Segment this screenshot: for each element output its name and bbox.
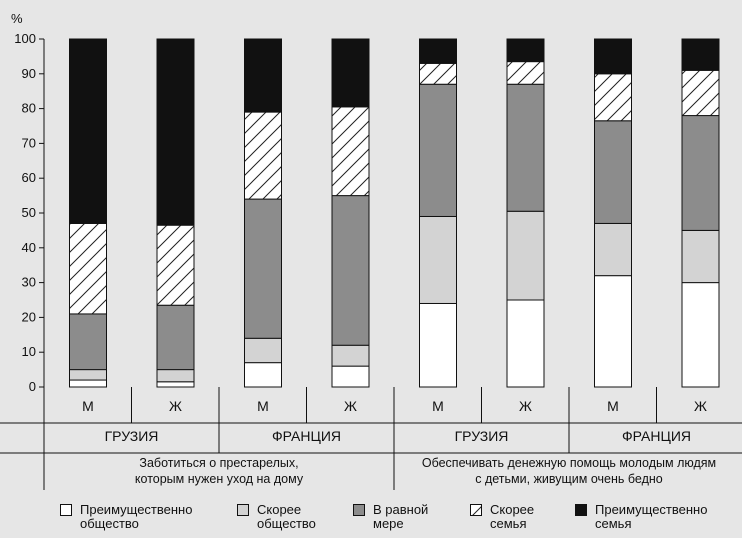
y-tick-label: 20	[22, 309, 36, 324]
bar-segment-3	[506, 61, 545, 85]
bar-segment-1	[594, 222, 632, 277]
bar-segment-0	[244, 362, 282, 388]
topic-label: Заботиться о престарелых,	[139, 456, 298, 470]
bar-segment-0	[681, 282, 720, 388]
bar-segment-4	[506, 38, 545, 63]
bar-segment-2	[156, 304, 195, 371]
swatch-family-mostly	[575, 504, 587, 516]
legend-label: Преимущественно общество	[80, 502, 193, 531]
x-tick-label: Ж	[694, 398, 707, 414]
bar-segment-0	[594, 275, 632, 388]
y-tick-label: 100	[14, 31, 36, 46]
topic-label: с детьми, живущим очень бедно	[475, 472, 663, 486]
country-label: ФРАНЦИЯ	[622, 428, 691, 444]
bar-segment-2	[244, 198, 282, 339]
topic-label: Обеспечивать денежную помощь молодым люд…	[422, 456, 716, 470]
bar-segment-2	[681, 115, 720, 231]
bar-segment-0	[156, 381, 195, 388]
category-table: М Ж М Ж М Ж М Ж ГРУЗИЯ ФРАНЦИЯ ГРУЗИЯ ФРАНЦИЯ Заботи…	[0, 387, 742, 490]
y-tick-label: 40	[22, 240, 36, 255]
x-tick-label: Ж	[519, 398, 532, 414]
bar-segment-0	[419, 302, 457, 388]
x-tick-label: М	[257, 398, 269, 414]
bar-segment-2	[506, 83, 545, 212]
bar-segment-0	[331, 365, 370, 388]
y-unit-label: %	[11, 11, 23, 26]
bar-segment-1	[244, 337, 282, 364]
y-tick-label: 10	[22, 344, 36, 359]
x-tick-label: Ж	[344, 398, 357, 414]
swatch-family-rather	[470, 504, 482, 516]
bar-segment-2	[331, 195, 370, 346]
topic-label: которым нужен уход на дому	[135, 472, 304, 486]
bar-segment-0	[506, 299, 545, 388]
y-tick-label: 0	[29, 379, 36, 394]
bar-segment-3	[156, 224, 195, 306]
country-label: ГРУЗИЯ	[105, 428, 159, 444]
bar-segment-3	[331, 106, 370, 197]
y-tick-label: 80	[22, 101, 36, 116]
bars	[69, 38, 720, 388]
bar-segment-4	[681, 38, 720, 71]
y-tick-label: 50	[22, 205, 36, 220]
bar-segment-4	[331, 38, 370, 108]
bar-segment-1	[69, 369, 107, 381]
swatch-equal	[353, 504, 365, 516]
country-label: ГРУЗИЯ	[455, 428, 509, 444]
bar-segment-4	[69, 38, 107, 224]
legend: Преимущественно общество Скорее общество…	[0, 498, 742, 538]
x-tick-label: Ж	[169, 398, 182, 414]
bar-segment-4	[419, 38, 457, 64]
bar-segment-1	[331, 344, 370, 367]
bar-segment-2	[69, 313, 107, 371]
bar-segment-4	[594, 38, 632, 75]
bar-segment-3	[681, 69, 720, 117]
y-tick-label: 90	[22, 66, 36, 81]
bar-segment-3	[69, 222, 107, 315]
bar-segment-2	[419, 83, 457, 217]
x-tick-label: М	[82, 398, 94, 414]
legend-label: В равной мере	[373, 502, 429, 531]
bar-segment-4	[156, 38, 195, 226]
bar-segment-1	[681, 229, 720, 284]
legend-label: Преимущественно семья	[595, 502, 708, 531]
bar-segment-4	[244, 38, 282, 113]
bar-segment-3	[419, 62, 457, 85]
bar-segment-2	[594, 120, 632, 224]
bar-segment-3	[244, 111, 282, 200]
bar-segment-3	[594, 73, 632, 122]
y-tick-label: 30	[22, 275, 36, 290]
bar-segment-1	[419, 215, 457, 304]
axes: 0 10 20 30 40 50 60 70 80 90 100	[14, 31, 45, 394]
bar-segment-1	[156, 369, 195, 383]
legend-label: Скорее семья	[490, 502, 535, 531]
swatch-society-rather	[237, 504, 249, 516]
y-tick-label: 60	[22, 170, 36, 185]
country-label: ФРАНЦИЯ	[272, 428, 341, 444]
bar-segment-0	[69, 379, 107, 388]
x-tick-label: М	[432, 398, 444, 414]
swatch-society-mostly	[60, 504, 72, 516]
y-tick-label: 70	[22, 135, 36, 150]
bar-segment-1	[506, 210, 545, 301]
x-tick-label: М	[607, 398, 619, 414]
legend-label: Скорее общество	[257, 502, 316, 531]
